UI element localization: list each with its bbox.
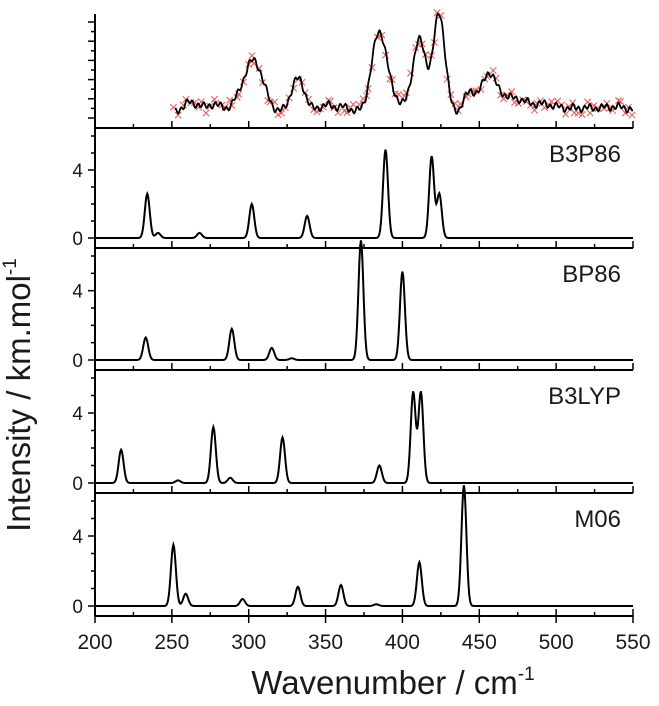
x-tick-label: 450 xyxy=(462,631,497,654)
data-point xyxy=(489,66,497,75)
data-point xyxy=(578,110,586,119)
y-tick-label: 4 xyxy=(72,282,83,303)
panel-experimental xyxy=(88,9,636,129)
x-tick-label: 400 xyxy=(385,631,420,654)
data-point xyxy=(437,11,445,19)
data-point xyxy=(562,110,570,118)
y-axis-label-text: Intensity / km.mol xyxy=(0,275,37,532)
panel-b3lyp: 0 4 B3LYP xyxy=(72,370,634,495)
spectrum-line xyxy=(95,240,633,361)
y-tick-label: 4 xyxy=(72,161,83,182)
x-tick-label: 350 xyxy=(308,631,343,654)
panel-m06: 0 4 M06 xyxy=(72,485,634,618)
y-tick-label: 0 xyxy=(72,474,83,495)
y-tick-label: 0 xyxy=(72,229,83,250)
data-point xyxy=(628,111,636,119)
x-axis-tick-labels: 200 250 300 350 400 450 500 550 xyxy=(77,631,650,654)
y-tick-label: 4 xyxy=(72,404,83,425)
y-tick-label: 0 xyxy=(72,351,83,372)
spectrum-line xyxy=(95,149,633,239)
x-axis-label-text: Wavenumber / cm xyxy=(251,664,518,701)
x-axis-ticks xyxy=(94,616,634,623)
x-tick-label: 250 xyxy=(154,631,189,654)
data-point xyxy=(547,98,556,106)
spectrum-line xyxy=(95,391,633,484)
panel-bp86: 0 4 BP86 xyxy=(72,240,634,372)
experimental-line xyxy=(174,12,634,115)
panel-label: BP86 xyxy=(562,261,621,288)
x-tick-label: 200 xyxy=(77,631,112,654)
panel-label: B3P86 xyxy=(549,141,621,168)
data-point xyxy=(202,109,210,117)
panels-group: 0 4 B3P86 0 4 BP86 0 4 B3LYP 0 4 M06 xyxy=(72,9,636,618)
y-tick-label: 4 xyxy=(72,527,83,548)
data-point xyxy=(349,100,357,109)
panel-label: M06 xyxy=(574,506,621,533)
panel-label: B3LYP xyxy=(548,383,621,410)
y-tick-label: 0 xyxy=(72,597,83,618)
x-axis-label-superscript: -1 xyxy=(518,664,535,685)
x-tick-label: 550 xyxy=(615,631,650,654)
data-point xyxy=(615,97,623,105)
x-tick-label: 500 xyxy=(539,631,574,654)
data-point xyxy=(210,95,218,103)
data-point xyxy=(174,111,182,119)
x-axis-label: Wavenumber / cm-1 xyxy=(251,664,534,701)
spectrum-line xyxy=(95,485,633,607)
x-tick-label: 300 xyxy=(231,631,266,654)
y-axis-label-superscript: -1 xyxy=(0,258,21,275)
y-axis-label: Intensity / km.mol-1 xyxy=(0,258,37,532)
panel-b3p86: 0 4 B3P86 xyxy=(72,128,634,250)
